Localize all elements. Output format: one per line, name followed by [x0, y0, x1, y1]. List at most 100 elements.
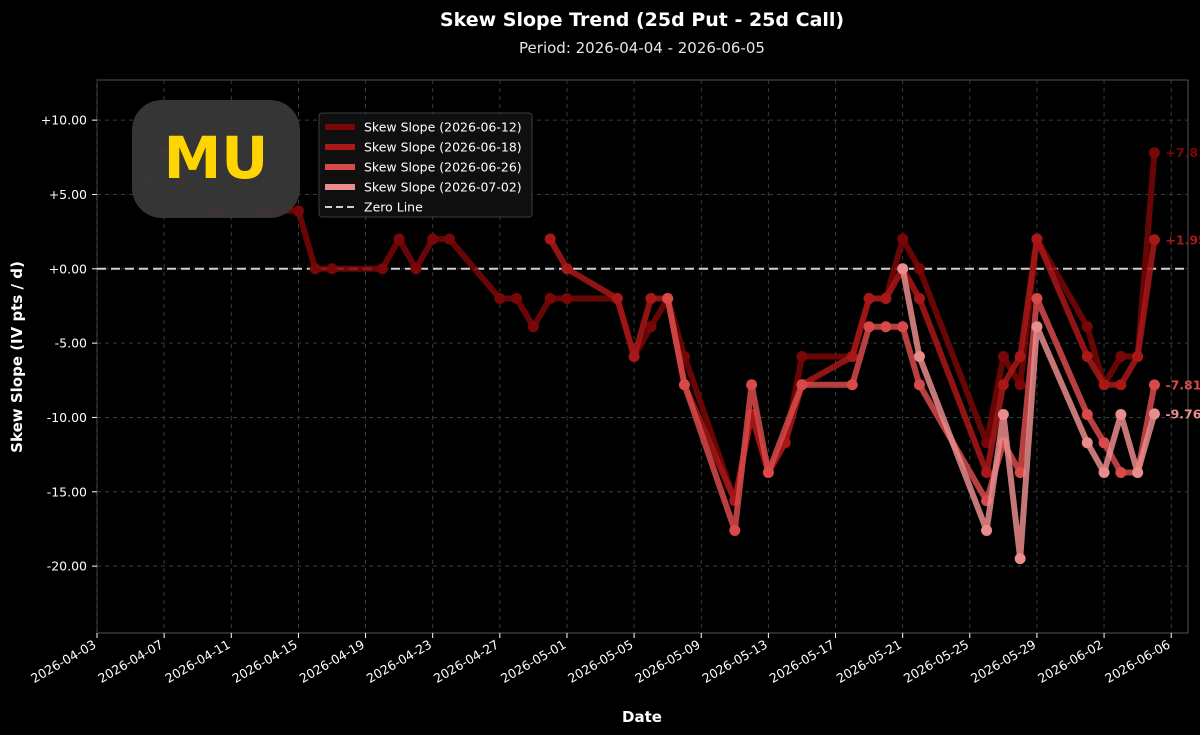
y-tick-label: +0.00 [49, 261, 87, 276]
data-point [1031, 321, 1043, 333]
data-point [997, 408, 1009, 420]
data-point [1115, 408, 1127, 420]
data-point [1014, 466, 1026, 478]
data-point [1148, 234, 1160, 246]
data-point [662, 293, 674, 305]
data-point [1031, 233, 1043, 245]
x-tick-label: 2026-05-09 [632, 637, 702, 686]
legend-label: Skew Slope (2026-06-12) [364, 120, 522, 135]
data-point [913, 351, 925, 362]
data-point [1132, 466, 1144, 478]
data-point [897, 233, 909, 245]
data-point [1014, 351, 1026, 362]
data-point [678, 379, 690, 391]
x-tick-label: 2026-04-27 [431, 637, 501, 686]
data-point [611, 293, 623, 305]
data-point [376, 263, 388, 275]
y-tick-label: +10.00 [41, 113, 87, 128]
data-point [544, 233, 556, 245]
end-value-label: -7.81 [1165, 377, 1200, 392]
y-tick-label: -10.00 [47, 410, 87, 425]
data-point [981, 524, 993, 536]
x-tick-label: 2026-04-07 [95, 637, 165, 686]
data-point [309, 263, 321, 275]
x-tick-label: 2026-05-05 [565, 637, 635, 686]
x-tick-label: 2026-05-13 [699, 637, 769, 686]
data-point [645, 293, 657, 305]
end-value-label: +1.95 [1165, 232, 1200, 247]
data-point [913, 293, 925, 305]
data-point [511, 293, 523, 305]
y-tick-label: -15.00 [47, 484, 87, 499]
data-point [443, 233, 455, 245]
data-point [880, 321, 892, 333]
end-value-label: +7.81 [1165, 145, 1200, 160]
series-layer [141, 147, 1160, 565]
data-point [1098, 466, 1110, 478]
data-point [645, 321, 657, 333]
data-point [913, 263, 925, 275]
data-point [796, 351, 808, 362]
x-tick-label: 2026-04-03 [28, 637, 98, 686]
data-point [746, 379, 758, 391]
data-point [1031, 293, 1043, 305]
y-tick-label: -5.00 [55, 336, 87, 351]
x-tick-label: 2026-05-17 [767, 637, 837, 686]
x-tick-label: 2026-06-02 [1035, 637, 1105, 686]
ticker-badge: MU [132, 100, 300, 218]
data-point [897, 263, 909, 275]
y-axis-label: Skew Slope (IV pts / d) [8, 261, 26, 453]
data-point [494, 293, 506, 305]
data-point [1115, 351, 1127, 362]
x-tick-label: 2026-05-29 [968, 637, 1038, 686]
y-tick-label: -20.00 [47, 559, 87, 574]
x-tick-label: 2026-04-11 [162, 637, 232, 686]
data-point [527, 321, 539, 333]
data-point [1115, 379, 1127, 391]
data-point [729, 524, 741, 536]
data-point [628, 351, 640, 362]
data-point [410, 263, 422, 275]
data-point [326, 263, 338, 275]
data-point [393, 233, 405, 245]
data-point [1098, 379, 1110, 391]
data-point [1132, 351, 1144, 362]
data-point [1098, 437, 1110, 449]
chart-title: Skew Slope Trend (25d Put - 25d Call) [440, 9, 844, 31]
data-point [1148, 408, 1160, 420]
data-point [997, 379, 1009, 391]
ticker-label: MU [164, 124, 269, 192]
data-point [913, 379, 925, 391]
data-point [1081, 351, 1093, 362]
series-4 [897, 263, 1160, 565]
legend: Skew Slope (2026-06-12) Skew Slope (2026-… [318, 112, 533, 218]
chart-subtitle: Period: 2026-04-04 - 2026-06-05 [519, 39, 765, 57]
data-point [561, 293, 573, 305]
x-tick-label: 2026-05-25 [901, 637, 971, 686]
data-point [846, 351, 858, 362]
data-point [796, 379, 808, 391]
data-point [1014, 379, 1026, 391]
data-point [846, 379, 858, 391]
data-point [1148, 147, 1160, 159]
x-tick-label: 2026-05-01 [498, 637, 568, 686]
x-axis-label: Date [622, 708, 662, 726]
data-point [762, 466, 774, 478]
data-point [997, 351, 1009, 362]
x-tick-label: 2026-04-15 [229, 637, 299, 686]
y-tick-label: +5.00 [49, 187, 87, 202]
x-ticks: 2026-04-032026-04-072026-04-112026-04-15… [28, 633, 1173, 686]
data-point [1014, 553, 1026, 565]
legend-label: Zero Line [364, 200, 423, 215]
data-point [880, 293, 892, 305]
legend-label: Skew Slope (2026-06-18) [364, 140, 522, 155]
data-point [863, 293, 875, 305]
x-tick-label: 2026-06-06 [1102, 637, 1172, 686]
data-point [897, 321, 909, 333]
legend-label: Skew Slope (2026-07-02) [364, 180, 522, 195]
data-point [544, 293, 556, 305]
data-point [292, 205, 304, 217]
data-point [1081, 437, 1093, 449]
legend-label: Skew Slope (2026-06-26) [364, 160, 522, 175]
